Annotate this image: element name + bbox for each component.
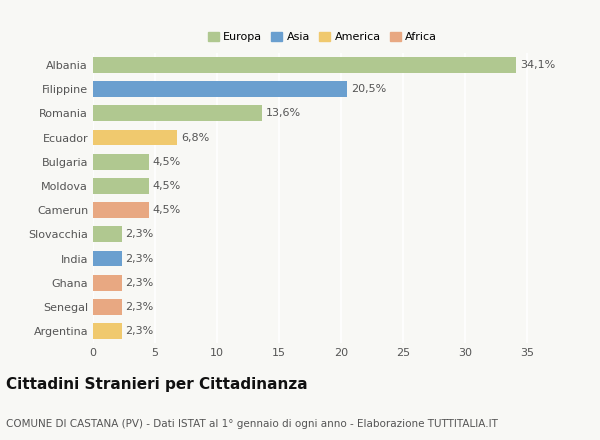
Text: 20,5%: 20,5% [351,84,386,94]
Bar [93,299,122,315]
Text: 4,5%: 4,5% [152,205,181,215]
Text: 2,3%: 2,3% [125,229,154,239]
Bar [93,227,122,242]
Bar [93,323,122,339]
Bar [93,57,516,73]
Text: 2,3%: 2,3% [125,253,154,264]
Bar [93,275,122,290]
Text: 6,8%: 6,8% [181,132,209,143]
Text: 4,5%: 4,5% [152,181,181,191]
Text: 13,6%: 13,6% [265,108,301,118]
Text: COMUNE DI CASTANA (PV) - Dati ISTAT al 1° gennaio di ogni anno - Elaborazione TU: COMUNE DI CASTANA (PV) - Dati ISTAT al 1… [6,419,498,429]
Text: 34,1%: 34,1% [520,60,555,70]
Bar [93,202,149,218]
Bar [93,130,178,145]
Text: 4,5%: 4,5% [152,157,181,167]
Bar [93,106,262,121]
Bar [93,251,122,266]
Text: 2,3%: 2,3% [125,326,154,336]
Legend: Europa, Asia, America, Africa: Europa, Asia, America, Africa [206,29,439,44]
Bar [93,81,347,97]
Text: 2,3%: 2,3% [125,302,154,312]
Text: Cittadini Stranieri per Cittadinanza: Cittadini Stranieri per Cittadinanza [6,378,308,392]
Bar [93,178,149,194]
Text: 2,3%: 2,3% [125,278,154,288]
Bar [93,154,149,169]
